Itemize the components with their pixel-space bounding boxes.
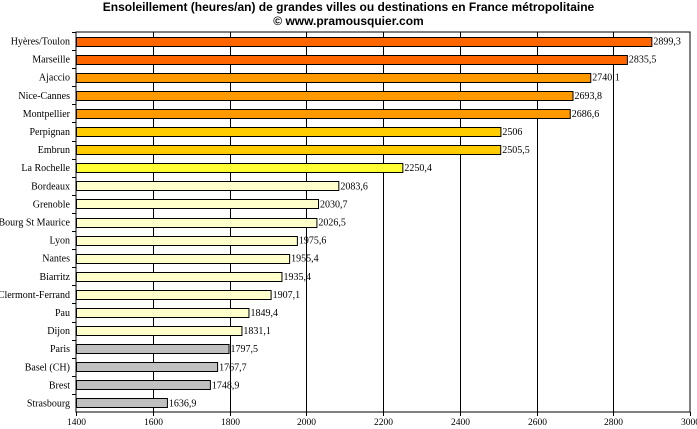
- x-tick-label: 1400: [67, 418, 86, 428]
- data-label: 2899,3: [653, 37, 681, 48]
- category-label: Basel (CH): [25, 362, 70, 373]
- category-label: Pau: [55, 308, 70, 319]
- category-label: Clermont-Ferrand: [0, 290, 70, 301]
- category-label: Paris: [50, 344, 70, 355]
- x-tick-label: 3000: [681, 418, 697, 428]
- bar: [76, 290, 272, 300]
- bar: [76, 398, 168, 408]
- category-label: Bordeaux: [31, 181, 70, 192]
- data-label: 1955,4: [291, 254, 319, 265]
- x-tick-label: 2000: [297, 418, 316, 428]
- category-label: Embrun: [38, 145, 70, 156]
- bar: [76, 362, 219, 372]
- data-label: 2083,6: [340, 181, 368, 192]
- x-tick-label: 1600: [144, 418, 163, 428]
- data-label: 1831,1: [243, 326, 271, 337]
- chart-subtitle: © www.pramousquier.com: [273, 14, 424, 28]
- bar: [76, 218, 318, 228]
- bar: [76, 55, 628, 65]
- bar: [76, 181, 340, 191]
- data-label: 2505,5: [502, 145, 529, 156]
- data-label: 1636,9: [169, 398, 197, 409]
- bar: [76, 380, 211, 390]
- data-label: 2835,5: [629, 55, 657, 66]
- category-label: Montpellier: [23, 109, 71, 120]
- bar: [76, 272, 283, 282]
- data-label: 1907,1: [273, 290, 301, 301]
- x-tick-label: 2400: [451, 418, 470, 428]
- x-tick-label: 1800: [221, 418, 240, 428]
- category-label: Bourg St Maurice: [0, 218, 71, 229]
- data-label: 2250,4: [404, 163, 432, 174]
- data-label: 2693,8: [574, 91, 602, 102]
- data-label: 2030,7: [320, 199, 348, 210]
- category-label: Grenoble: [33, 199, 71, 210]
- chart-title: Ensoleillement (heures/an) de grandes vi…: [102, 0, 595, 14]
- data-label: 2740,1: [592, 73, 620, 84]
- x-tick-label: 2600: [528, 418, 547, 428]
- data-label: 1849,4: [250, 308, 278, 319]
- data-label: 2026,5: [318, 218, 346, 229]
- bar: [76, 199, 320, 209]
- x-tick-label: 2200: [374, 418, 393, 428]
- bar: [76, 91, 574, 101]
- bar: [76, 73, 592, 83]
- data-label: 1748,9: [212, 380, 240, 391]
- bar: [76, 344, 230, 354]
- bar: [76, 236, 298, 246]
- category-label: Dijon: [47, 326, 70, 337]
- bar: [76, 127, 502, 137]
- data-label: 2506: [502, 127, 522, 138]
- category-label: Nice-Cannes: [18, 91, 70, 102]
- x-tick-label: 2800: [604, 418, 623, 428]
- category-label: Marseille: [32, 55, 70, 66]
- bar: [76, 326, 243, 336]
- data-label: 1797,5: [231, 344, 259, 355]
- data-label: 1767,7: [219, 362, 247, 373]
- bar: [76, 37, 653, 47]
- category-label: Strasbourg: [27, 398, 70, 409]
- category-label: Hyères/Toulon: [11, 37, 70, 48]
- category-label: Brest: [49, 380, 70, 391]
- bar: [76, 254, 291, 264]
- category-label: La Rochelle: [21, 163, 70, 174]
- bar: [76, 163, 404, 173]
- data-label: 1975,6: [299, 236, 327, 247]
- data-label: 2686,6: [572, 109, 600, 120]
- category-label: Biarritz: [39, 272, 70, 283]
- bar: [76, 308, 250, 318]
- bar: [76, 145, 502, 155]
- data-label: 1935,4: [283, 272, 311, 283]
- category-label: Perpignan: [29, 127, 70, 138]
- category-label: Lyon: [49, 236, 70, 247]
- category-label: Nantes: [42, 254, 70, 265]
- category-label: Ajaccio: [39, 73, 70, 84]
- bar: [76, 109, 571, 119]
